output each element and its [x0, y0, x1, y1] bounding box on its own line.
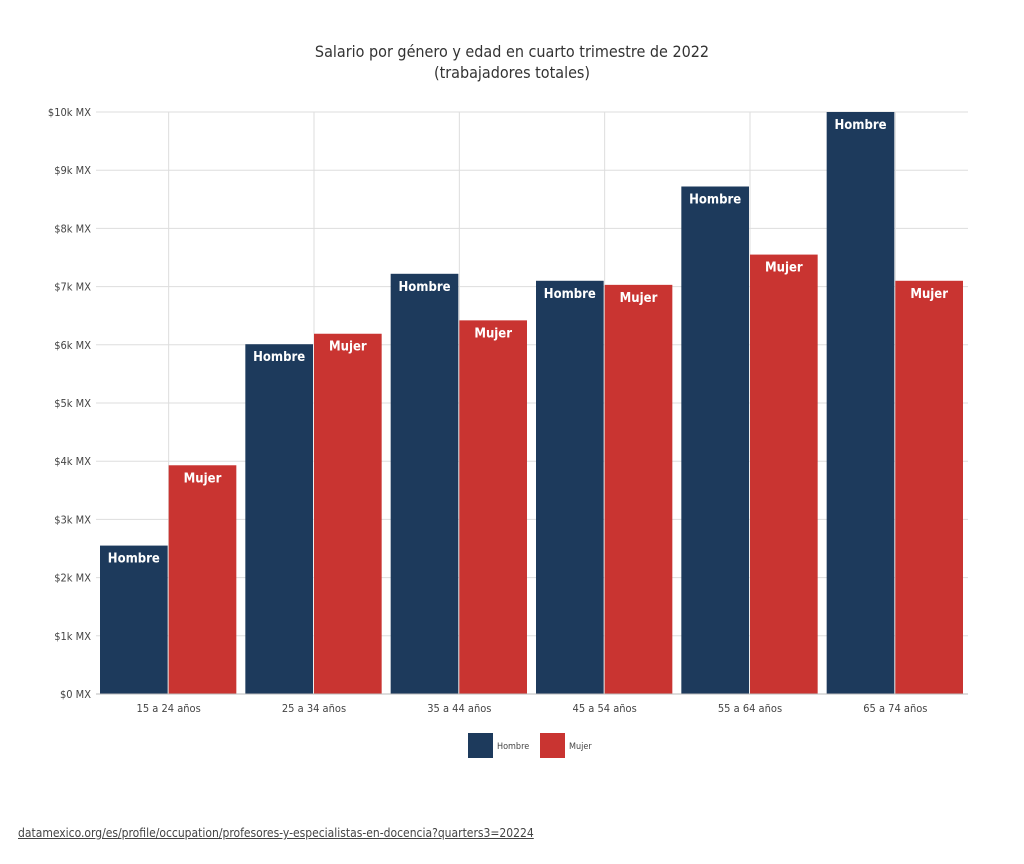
bar-label: Mujer: [474, 326, 512, 341]
legend[interactable]: Hombre Mujer: [468, 733, 592, 758]
bar-chart: Salario por género y edad en cuarto trim…: [48, 42, 968, 758]
y-tick-label: $4k MX: [54, 455, 91, 468]
bar-label: Hombre: [253, 350, 305, 365]
source-link[interactable]: datamexico.org/es/profile/occupation/pro…: [18, 826, 534, 840]
bar-hombre-5[interactable]: [681, 186, 749, 694]
bar-hombre-2[interactable]: [245, 344, 313, 694]
bar-label: Hombre: [398, 280, 450, 295]
x-tick-label: 35 a 44 años: [427, 702, 491, 715]
y-tick-label: $10k MX: [48, 106, 91, 119]
y-tick-label: $0 MX: [60, 688, 91, 701]
bar-hombre-1[interactable]: [100, 545, 168, 694]
bar-label: Hombre: [544, 287, 596, 302]
bar-label: Hombre: [834, 118, 886, 133]
legend-swatch-mujer[interactable]: [540, 733, 565, 758]
bar-label: Hombre: [108, 552, 160, 567]
x-tick-label: 65 a 74 años: [863, 702, 927, 715]
x-axis: 15 a 24 años 25 a 34 años 35 a 44 años 45 a…: [96, 693, 968, 715]
y-tick-label: $9k MX: [54, 164, 91, 177]
bar-mujer-5[interactable]: [750, 254, 818, 694]
x-tick-label: 15 a 24 años: [137, 702, 201, 715]
y-tick-label: $7k MX: [54, 281, 91, 294]
y-tick-label: $1k MX: [54, 630, 91, 643]
bar-mujer-6[interactable]: [895, 280, 963, 694]
legend-label: Hombre: [497, 742, 529, 752]
bar-label: Hombre: [689, 192, 741, 207]
legend-label: Mujer: [569, 742, 592, 752]
x-tick-label: 55 a 64 años: [718, 702, 782, 715]
bars: Hombre Mujer Hombre Mujer Hombre Mujer Hombre M…: [100, 112, 963, 694]
bar-mujer-2[interactable]: [314, 333, 382, 694]
y-tick-label: $6k MX: [54, 339, 91, 352]
bar-mujer-3[interactable]: [459, 320, 527, 694]
y-tick-label: $2k MX: [54, 572, 91, 585]
bar-hombre-6[interactable]: [826, 112, 895, 694]
bar-label: Mujer: [620, 291, 658, 306]
y-axis: $0 MX $1k MX $2k MX $3k MX $4k MX $5k MX $6k M…: [48, 106, 91, 701]
x-tick-label: 45 a 54 años: [573, 702, 637, 715]
bar-label: Mujer: [329, 340, 367, 355]
y-tick-label: $5k MX: [54, 397, 91, 410]
bar-label: Mujer: [910, 287, 948, 302]
x-tick-label: 25 a 34 años: [282, 702, 346, 715]
bar-label: Mujer: [184, 471, 222, 486]
legend-swatch-hombre[interactable]: [468, 733, 493, 758]
y-tick-label: $3k MX: [54, 513, 91, 526]
chart-subtitle: (trabajadores totales): [434, 63, 590, 82]
bar-mujer-1[interactable]: [168, 465, 237, 694]
bar-label: Mujer: [765, 261, 803, 276]
y-tick-label: $8k MX: [54, 222, 91, 235]
chart-title: Salario por género y edad en cuarto trim…: [315, 42, 709, 61]
bar-mujer-4[interactable]: [604, 284, 673, 694]
bar-hombre-3[interactable]: [390, 273, 459, 694]
bar-hombre-4[interactable]: [536, 280, 604, 694]
